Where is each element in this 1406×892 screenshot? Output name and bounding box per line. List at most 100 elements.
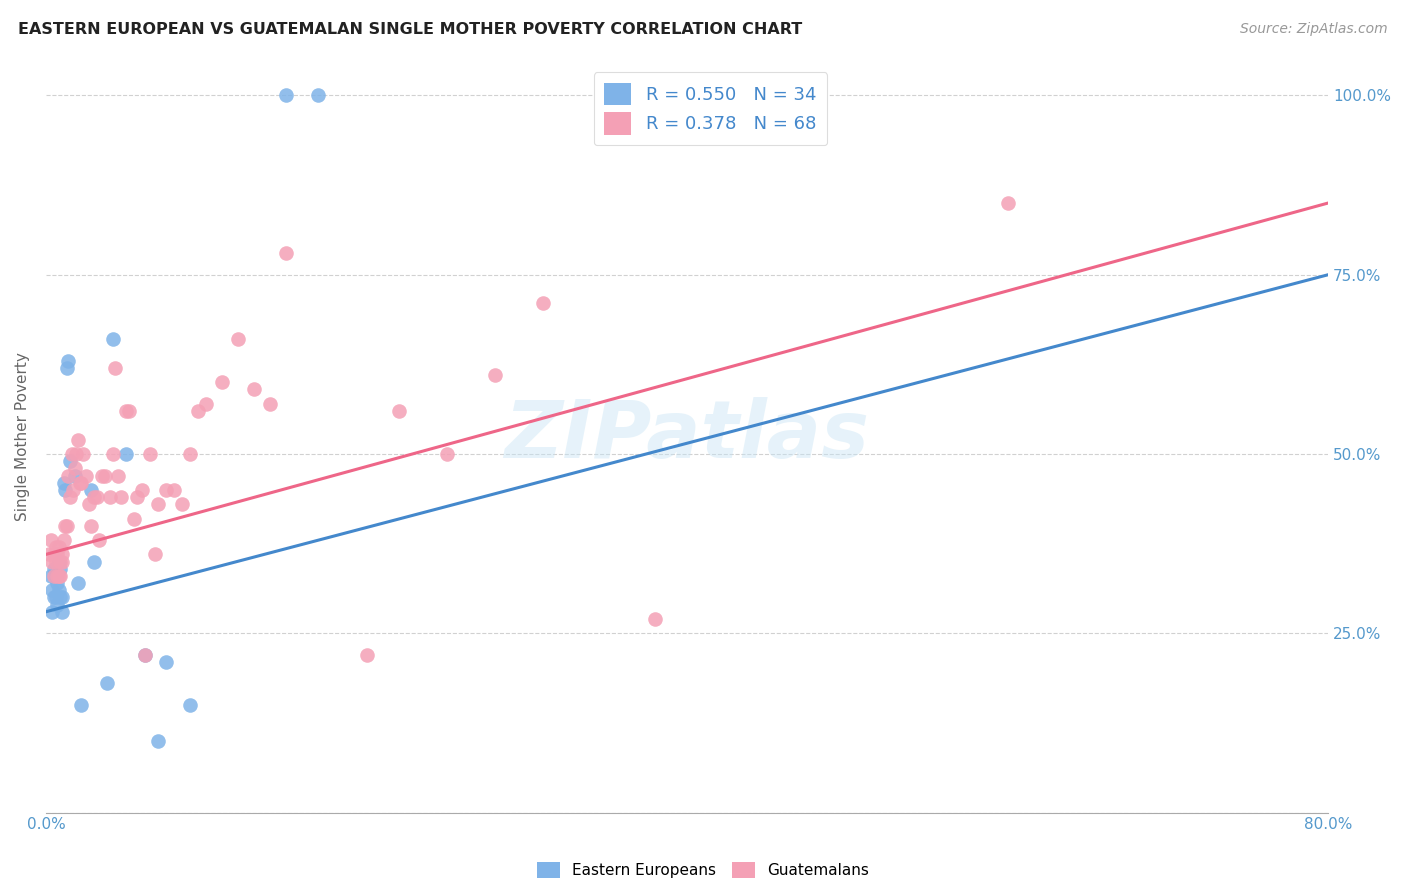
- Point: [51, 591, 73, 605]
- Y-axis label: Single Mother Poverty: Single Mother Poverty: [15, 351, 30, 521]
- Point: [80, 518, 103, 533]
- Point: [52, 475, 75, 490]
- Point: [179, 698, 201, 712]
- Point: [58, 468, 80, 483]
- Point: [103, 332, 125, 346]
- Point: [51, 548, 73, 562]
- Point: [62, 483, 84, 497]
- Point: [63, 461, 86, 475]
- Text: Source: ZipAtlas.com: Source: ZipAtlas.com: [1240, 22, 1388, 37]
- Point: [70, 475, 93, 490]
- Point: [146, 734, 169, 748]
- Point: [91, 468, 114, 483]
- Point: [87, 533, 110, 547]
- Point: [276, 88, 298, 103]
- Point: [531, 296, 554, 310]
- Point: [211, 376, 233, 390]
- Point: [83, 490, 105, 504]
- Point: [110, 490, 132, 504]
- Point: [226, 332, 249, 346]
- Point: [59, 490, 82, 504]
- Point: [115, 447, 138, 461]
- Point: [38, 548, 60, 562]
- Point: [115, 404, 138, 418]
- Point: [155, 655, 177, 669]
- Point: [46, 598, 69, 612]
- Point: [98, 490, 121, 504]
- Point: [187, 404, 209, 418]
- Point: [143, 548, 166, 562]
- Point: [107, 468, 129, 483]
- Point: [45, 540, 67, 554]
- Legend: Eastern Europeans, Guatemalans: Eastern Europeans, Guatemalans: [531, 856, 875, 884]
- Point: [94, 468, 117, 483]
- Point: [60, 447, 83, 461]
- Point: [134, 648, 156, 662]
- Point: [56, 360, 79, 375]
- Point: [72, 447, 94, 461]
- Legend: R = 0.550   N = 34, R = 0.378   N = 68: R = 0.550 N = 34, R = 0.378 N = 68: [593, 72, 827, 145]
- Point: [80, 483, 103, 497]
- Point: [42, 569, 65, 583]
- Point: [163, 483, 186, 497]
- Point: [49, 555, 72, 569]
- Point: [48, 569, 70, 583]
- Point: [259, 397, 281, 411]
- Point: [387, 404, 409, 418]
- Point: [122, 511, 145, 525]
- Point: [66, 576, 89, 591]
- Point: [56, 518, 79, 533]
- Point: [155, 483, 177, 497]
- Point: [48, 540, 70, 554]
- Point: [118, 404, 141, 418]
- Point: [103, 447, 125, 461]
- Point: [86, 490, 108, 504]
- Point: [49, 562, 72, 576]
- Point: [41, 583, 63, 598]
- Point: [53, 483, 76, 497]
- Point: [46, 576, 69, 591]
- Point: [77, 497, 100, 511]
- Point: [39, 569, 62, 583]
- Point: [51, 555, 73, 569]
- Point: [39, 533, 62, 547]
- Point: [58, 353, 80, 368]
- Point: [70, 698, 93, 712]
- Point: [276, 246, 298, 260]
- Point: [356, 648, 378, 662]
- Point: [59, 454, 82, 468]
- Point: [66, 433, 89, 447]
- Point: [42, 562, 65, 576]
- Point: [45, 569, 67, 583]
- Point: [69, 475, 91, 490]
- Point: [51, 605, 73, 619]
- Point: [48, 583, 70, 598]
- Point: [195, 397, 218, 411]
- Point: [997, 196, 1019, 211]
- Point: [49, 569, 72, 583]
- Point: [41, 605, 63, 619]
- Point: [146, 497, 169, 511]
- Point: [65, 447, 87, 461]
- Point: [131, 483, 153, 497]
- Point: [53, 518, 76, 533]
- Point: [63, 468, 86, 483]
- Point: [134, 648, 156, 662]
- Point: [46, 548, 69, 562]
- Text: EASTERN EUROPEAN VS GUATEMALAN SINGLE MOTHER POVERTY CORRELATION CHART: EASTERN EUROPEAN VS GUATEMALAN SINGLE MO…: [18, 22, 803, 37]
- Point: [96, 676, 118, 690]
- Point: [179, 447, 201, 461]
- Point: [139, 447, 162, 461]
- Point: [104, 360, 127, 375]
- Point: [75, 468, 97, 483]
- Point: [307, 88, 329, 103]
- Point: [436, 447, 458, 461]
- Point: [243, 383, 266, 397]
- Point: [46, 569, 69, 583]
- Point: [45, 555, 67, 569]
- Point: [42, 591, 65, 605]
- Point: [127, 490, 149, 504]
- Point: [45, 591, 67, 605]
- Point: [52, 533, 75, 547]
- Point: [644, 612, 666, 626]
